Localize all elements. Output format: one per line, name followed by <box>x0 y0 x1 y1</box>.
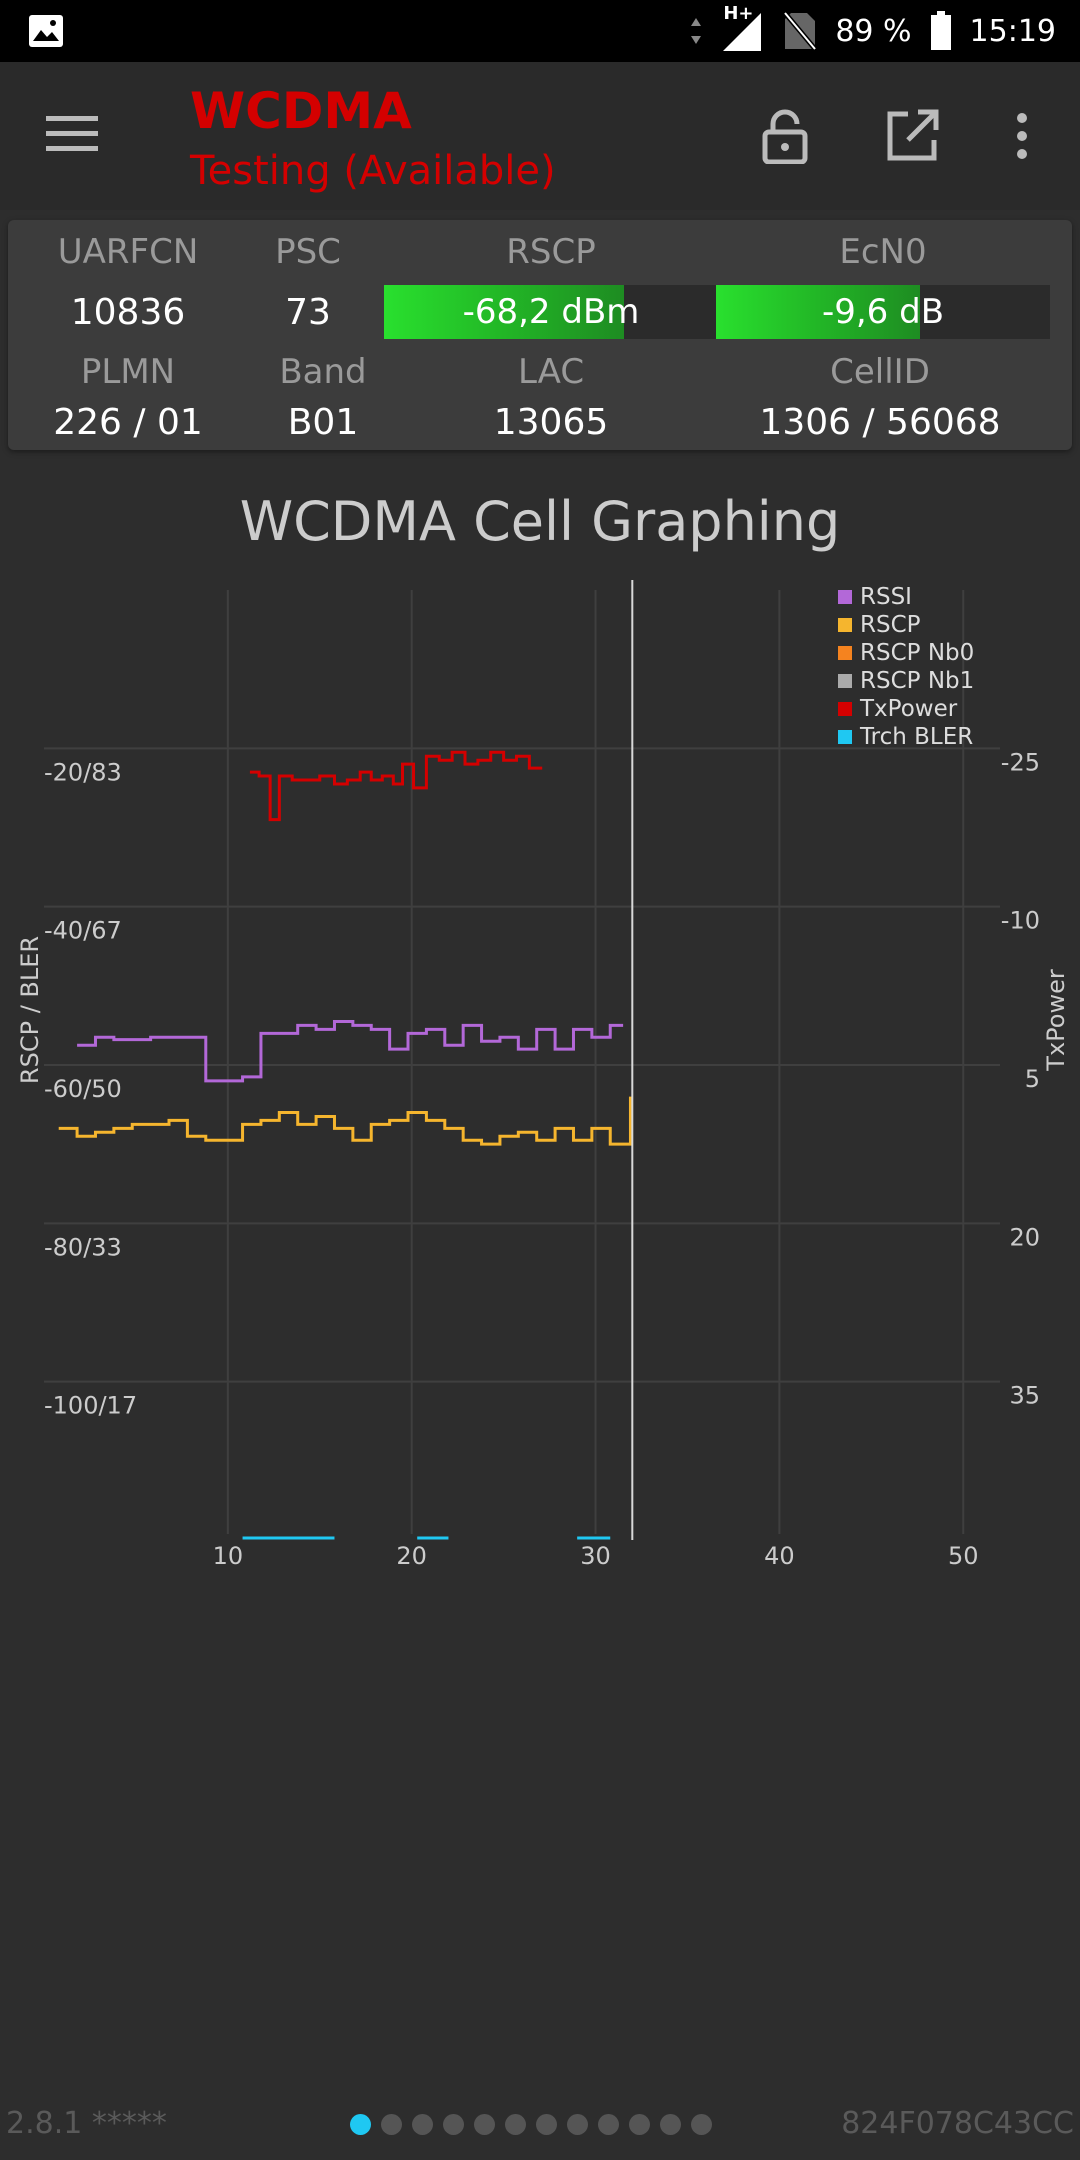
left-tick-label: -40/67 <box>44 917 122 945</box>
lac-label: LAC <box>517 352 585 392</box>
series-line-txpower <box>249 750 543 822</box>
legend-swatch <box>838 674 852 688</box>
menu-icon[interactable] <box>46 114 98 154</box>
series-line-rscp <box>58 1096 632 1146</box>
legend-swatch <box>838 730 852 744</box>
right-tick-label: 20 <box>1009 1223 1040 1251</box>
series-line-rssi <box>77 1019 624 1083</box>
image-notification-icon <box>29 15 63 47</box>
page-dot[interactable] <box>567 2114 588 2135</box>
battery-percent: 89 % <box>835 13 912 49</box>
x-tick-label: 10 <box>213 1542 244 1570</box>
legend-swatch <box>838 646 852 660</box>
uarfcn-label: UARFCN <box>57 232 199 272</box>
band-label: Band <box>279 352 367 392</box>
x-tick-label: 40 <box>764 1542 795 1570</box>
cellid-label: CellID <box>830 352 930 392</box>
legend-label: RSCP Nb1 <box>860 668 974 694</box>
psc-value: 73 <box>285 292 331 333</box>
page-dot[interactable] <box>598 2114 619 2135</box>
rscp-bar-fill <box>384 285 625 339</box>
plmn-value: 226 / 01 <box>53 402 203 443</box>
left-tick-label: -60/50 <box>44 1075 122 1103</box>
y-axis-title: RSCP / BLER <box>16 936 44 1084</box>
chart-title: WCDMA Cell Graphing <box>239 490 841 553</box>
cell-info-panel: UARFCN 10836 PSC 73 RSCP -68,2 dBm EcN0 … <box>8 220 1072 450</box>
ecn0-bar-fill <box>716 285 920 339</box>
more-vert-icon[interactable] <box>1000 108 1044 164</box>
y2-axis-title: TxPower <box>1042 969 1070 1072</box>
lac-value: 13065 <box>493 402 609 443</box>
network-type-label: H+ <box>723 3 754 24</box>
legend-swatch <box>838 618 852 632</box>
plmn-label: PLMN <box>80 352 176 392</box>
right-tick-label: 35 <box>1009 1382 1040 1410</box>
page-dot[interactable] <box>691 2114 712 2135</box>
legend-label: Trch BLER <box>859 724 973 750</box>
left-tick-label: -100/17 <box>44 1392 137 1420</box>
rscp-bar: -68,2 dBm <box>384 285 718 339</box>
app-bar: WCDMA Testing (Available) <box>0 62 1080 210</box>
app-subtitle: Testing (Available) <box>190 148 556 194</box>
no-sim-icon <box>783 11 818 51</box>
right-tick-label: -25 <box>1001 748 1040 776</box>
version-label: 2.8.1 ***** <box>6 2106 167 2141</box>
left-tick-label: -20/83 <box>44 758 122 786</box>
page-dot[interactable] <box>660 2114 681 2135</box>
page-dot[interactable] <box>443 2114 464 2135</box>
clock: 15:19 <box>969 13 1056 49</box>
lock-icon[interactable] <box>757 108 813 164</box>
page-dot[interactable] <box>629 2114 650 2135</box>
ecn0-label: EcN0 <box>839 232 927 272</box>
x-tick-label: 30 <box>580 1542 611 1570</box>
right-tick-label: 5 <box>1025 1065 1040 1093</box>
right-tick-label: -10 <box>1001 907 1040 935</box>
page-dot[interactable] <box>505 2114 526 2135</box>
device-id-label: 824F078C43CC <box>841 2106 1074 2141</box>
band-value: B01 <box>287 402 359 443</box>
uarfcn-value: 10836 <box>70 292 186 333</box>
legend-label: RSCP Nb0 <box>860 640 974 666</box>
cellid-value: 1306 / 56068 <box>759 402 1001 443</box>
ecn0-bar: -9,6 dB <box>716 285 1050 339</box>
page-dot[interactable] <box>474 2114 495 2135</box>
x-tick-label: 50 <box>948 1542 979 1570</box>
psc-label: PSC <box>275 232 341 272</box>
x-tick-label: 20 <box>396 1542 427 1570</box>
page-dot[interactable] <box>350 2114 371 2135</box>
app-title: WCDMA <box>190 82 412 140</box>
legend-label: TxPower <box>859 696 958 722</box>
open-external-icon[interactable] <box>884 108 940 164</box>
legend-label: RSSI <box>860 584 912 610</box>
left-tick-label: -80/33 <box>44 1233 122 1261</box>
ecn0-value: -9,6 dB <box>821 292 945 332</box>
legend-label: RSCP <box>860 612 921 638</box>
data-activity-icon <box>691 18 702 44</box>
legend-swatch <box>838 702 852 716</box>
battery-icon <box>930 11 951 50</box>
page-dot[interactable] <box>536 2114 557 2135</box>
status-bar: H+ 89 % 15:19 <box>0 0 1080 62</box>
cell-signal-icon: H+ <box>721 3 765 53</box>
cell-graph-chart[interactable]: 10 20 30 40 50 -20/83 -25 -40/67 -10 -60/50 5 -80/3… <box>0 580 1080 1580</box>
rscp-label: RSCP <box>506 232 596 272</box>
legend-swatch <box>838 590 852 604</box>
rscp-value: -68,2 dBm <box>462 292 640 332</box>
page-indicator <box>350 2114 712 2135</box>
page-dot[interactable] <box>412 2114 433 2135</box>
page-dot[interactable] <box>381 2114 402 2135</box>
